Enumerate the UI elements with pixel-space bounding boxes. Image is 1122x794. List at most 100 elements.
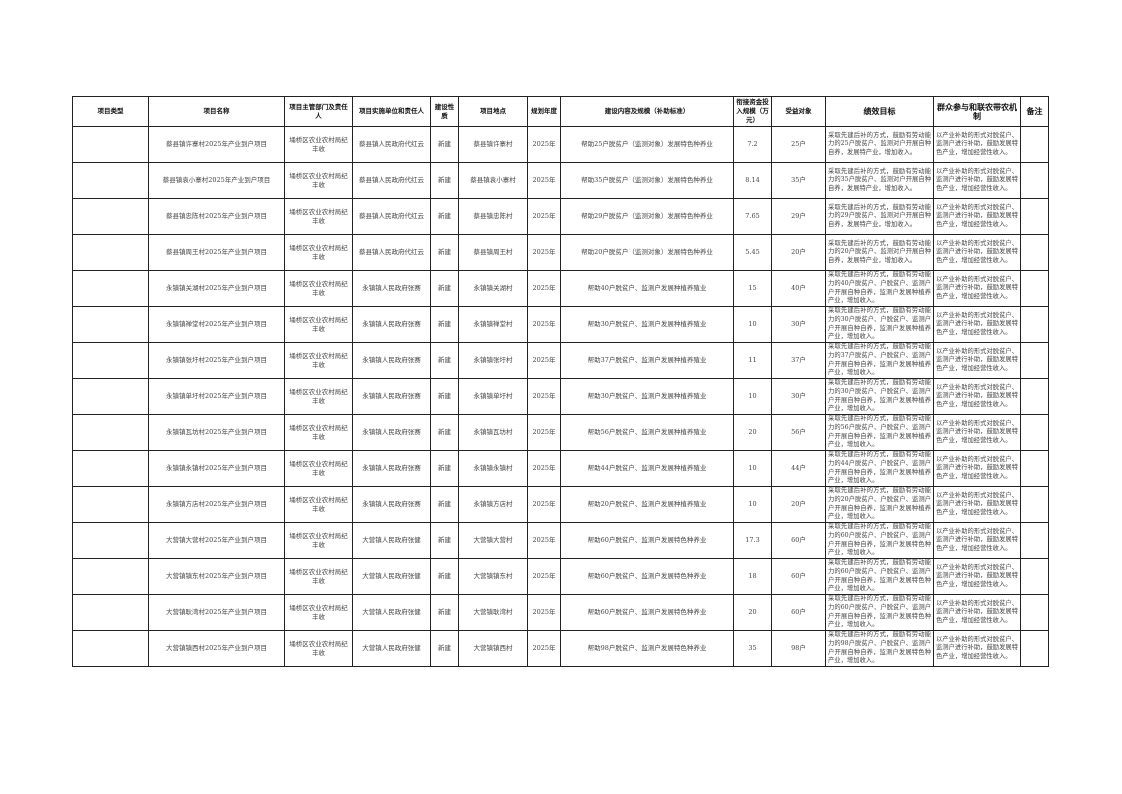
cell-unit: 蔡县镇人民政府代红云 [352, 198, 431, 235]
project-table: 项目类型 项目名称 项目主管部门及责任人 项目实施单位和责任人 建设性质 项目地点 规划年度… [72, 96, 1049, 667]
cell-mechanism: 以产业补助的形式对脱贫户、监测户进行补助，鼓励发展特色产业，增加经营性收入。 [933, 198, 1021, 235]
cell-nature: 新建 [430, 450, 459, 487]
header-name: 项目名称 [148, 96, 285, 127]
cell-note [1020, 234, 1049, 271]
cell-note [1020, 162, 1049, 199]
cell-nature: 新建 [430, 378, 459, 415]
cell-location: 永镇镇瓦坊村 [458, 414, 528, 451]
cell-goal: 采取先建后补的方式，鼓励有劳动能力的20户脱贫户、监测对户开展自种自养，发展特产… [825, 234, 934, 271]
cell-mechanism: 以产业补助的形式对脱贫户、监测户进行补助，鼓励发展特色产业，增加经营性收入。 [933, 234, 1021, 271]
cell-dept: 埇桥区农业农村局纪丰收 [284, 270, 353, 307]
cell-beneficiaries: 60户 [771, 594, 826, 631]
cell-dept: 埇桥区农业农村局纪丰收 [284, 162, 353, 199]
cell-mechanism: 以产业补助的形式对脱贫户、监测户进行补助，鼓励发展特色产业，增加经营性收入。 [933, 306, 1021, 343]
cell-nature: 新建 [430, 306, 459, 343]
cell-funds: 20 [733, 594, 772, 631]
cell-goal: 采取先建后补的方式，鼓励有劳动能力的20户脱贫户、户脱贫户、监测户户开展自种自养… [825, 486, 934, 523]
cell-dept: 埇桥区农业农村局纪丰收 [284, 234, 353, 271]
header-unit: 项目实施单位和责任人 [352, 96, 431, 127]
cell-dept: 埇桥区农业农村局纪丰收 [284, 486, 353, 523]
cell-name: 永镇镇单圩村2025年产业到户项目 [148, 378, 285, 415]
cell-type [72, 486, 149, 523]
cell-mechanism: 以产业补助的形式对脱贫户、监测户进行补助，鼓励发展特色产业，增加经营性收入。 [933, 126, 1021, 163]
cell-goal: 采取先建后补的方式，鼓励有劳动能力的35户脱贫户、监测对户开展自种自养，发展特产… [825, 162, 934, 199]
cell-type [72, 378, 149, 415]
cell-name: 永镇镇瓦坊村2025年产业到户项目 [148, 414, 285, 451]
cell-funds: 10 [733, 450, 772, 487]
cell-year: 2025年 [527, 126, 561, 163]
cell-type [72, 306, 149, 343]
cell-type [72, 198, 149, 235]
cell-dept: 埇桥区农业农村局纪丰收 [284, 450, 353, 487]
cell-content: 帮助20户脱贫户（监测对象）发展特色种养业 [560, 234, 734, 271]
cell-note [1020, 198, 1049, 235]
cell-beneficiaries: 29户 [771, 198, 826, 235]
cell-type [72, 162, 149, 199]
cell-funds: 17.3 [733, 522, 772, 559]
cell-beneficiaries: 35户 [771, 162, 826, 199]
cell-funds: 15 [733, 270, 772, 307]
cell-funds: 5.45 [733, 234, 772, 271]
cell-content: 帮助56户脱贫户、监测户发展种植养殖业 [560, 414, 734, 451]
cell-name: 永镇镇方店村2025年产业到户项目 [148, 486, 285, 523]
cell-name: 蔡县镇许寨村2025年产业到户项目 [148, 126, 285, 163]
cell-beneficiaries: 25户 [771, 126, 826, 163]
cell-year: 2025年 [527, 414, 561, 451]
cell-beneficiaries: 44户 [771, 450, 826, 487]
cell-dept: 埇桥区农业农村局纪丰收 [284, 342, 353, 379]
table-row: 永镇镇瓦坊村2025年产业到户项目 埇桥区农业农村局纪丰收 永镇镇人民政府张赛 新建永… [72, 414, 1049, 451]
cell-location: 永镇镇禅堂村 [458, 306, 528, 343]
cell-funds: 20 [733, 414, 772, 451]
cell-mechanism: 以产业补助的形式对脱贫户、监测户进行补助，鼓励发展特色产业，增加经营性收入。 [933, 378, 1021, 415]
cell-type [72, 630, 149, 667]
cell-beneficiaries: 60户 [771, 558, 826, 595]
cell-goal: 采取先建后补的方式，鼓励有劳动能力的40户脱贫户、户脱贫户、监测户户开展自种自养… [825, 270, 934, 307]
cell-content: 帮助60户脱贫户、监测户发展特色种养业 [560, 522, 734, 559]
cell-name: 大营镇镇西村2025年产业到户项目 [148, 630, 285, 667]
cell-dept: 埇桥区农业农村局纪丰收 [284, 414, 353, 451]
cell-year: 2025年 [527, 306, 561, 343]
cell-location: 永镇镇单圩村 [458, 378, 528, 415]
cell-unit: 大营镇人民政府张健 [352, 558, 431, 595]
table-row: 大营镇耿湾村2025年产业到户项目 埇桥区农业农村局纪丰收 大营镇人民政府张健 新建大… [72, 594, 1049, 631]
table-row: 永镇镇方店村2025年产业到户项目 埇桥区农业农村局纪丰收 永镇镇人民政府张赛 新建永… [72, 486, 1049, 523]
cell-name: 大营镇耿湾村2025年产业到户项目 [148, 594, 285, 631]
cell-unit: 蔡县镇人民政府代红云 [352, 234, 431, 271]
cell-mechanism: 以产业补助的形式对脱贫户、监测户进行补助，鼓励发展特色产业，增加经营性收入。 [933, 450, 1021, 487]
cell-beneficiaries: 40户 [771, 270, 826, 307]
cell-unit: 大营镇人民政府张健 [352, 522, 431, 559]
header-beneficiaries: 受益对象 [771, 96, 826, 127]
cell-name: 蔡县镇忠陈村2025年产业到户项目 [148, 198, 285, 235]
cell-funds: 8.14 [733, 162, 772, 199]
cell-funds: 11 [733, 342, 772, 379]
cell-name: 大营镇镇东村2025年产业到户项目 [148, 558, 285, 595]
cell-location: 大营镇耿湾村 [458, 594, 528, 631]
cell-dept: 埇桥区农业农村局纪丰收 [284, 306, 353, 343]
cell-note [1020, 450, 1049, 487]
cell-year: 2025年 [527, 630, 561, 667]
cell-beneficiaries: 30户 [771, 378, 826, 415]
table-row: 永镇镇禅堂村2025年产业到户项目 埇桥区农业农村局纪丰收 永镇镇人民政府张赛 新建永… [72, 306, 1049, 343]
cell-note [1020, 270, 1049, 307]
cell-unit: 永镇镇人民政府张赛 [352, 486, 431, 523]
cell-funds: 35 [733, 630, 772, 667]
table-row: 蔡县镇周王村2025年产业到户项目 埇桥区农业农村局纪丰收 蔡县镇人民政府代红云 新建… [72, 234, 1049, 271]
cell-type [72, 522, 149, 559]
cell-type [72, 558, 149, 595]
cell-name: 永镇镇张圩村2025年产业到户项目 [148, 342, 285, 379]
header-content: 建设内容及规模（补助标准） [560, 96, 734, 127]
cell-unit: 蔡县镇人民政府代红云 [352, 162, 431, 199]
cell-dept: 埇桥区农业农村局纪丰收 [284, 522, 353, 559]
cell-location: 大营镇镇东村 [458, 558, 528, 595]
cell-note [1020, 594, 1049, 631]
cell-nature: 新建 [430, 198, 459, 235]
header-row: 项目类型 项目名称 项目主管部门及责任人 项目实施单位和责任人 建设性质 项目地点 规划年度… [72, 96, 1049, 127]
cell-dept: 埇桥区农业农村局纪丰收 [284, 198, 353, 235]
cell-unit: 永镇镇人民政府张赛 [352, 450, 431, 487]
cell-mechanism: 以产业补助的形式对脱贫户、监测户进行补助，鼓励发展特色产业，增加经营性收入。 [933, 594, 1021, 631]
cell-goal: 采取先建后补的方式，鼓励有劳动能力的30户脱贫户、户脱贫户、监测户户开展自种自养… [825, 306, 934, 343]
cell-content: 帮助30户脱贫户、监测户发展种植养殖业 [560, 378, 734, 415]
cell-year: 2025年 [527, 450, 561, 487]
cell-year: 2025年 [527, 522, 561, 559]
cell-location: 永镇镇张圩村 [458, 342, 528, 379]
